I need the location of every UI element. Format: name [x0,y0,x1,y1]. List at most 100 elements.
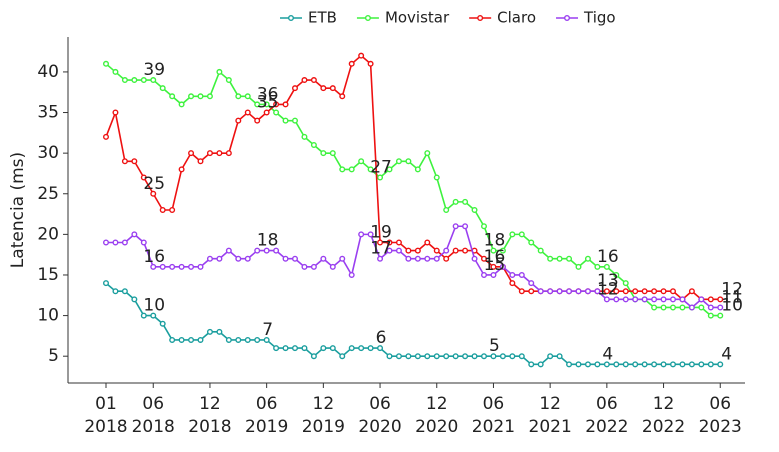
point [367,166,374,173]
point [433,174,440,181]
point [263,247,270,254]
point [358,158,365,165]
point [159,263,166,270]
point [660,361,667,368]
x-tick-label: 06 2019 [245,394,289,437]
point [197,93,204,100]
point [471,206,478,213]
point [575,361,582,368]
point [244,109,251,116]
point [443,247,450,254]
point [490,353,497,360]
point [140,174,147,181]
point [254,101,261,108]
legend-label: Tigo [583,9,616,27]
point [225,336,232,343]
y-tick-label: 40 [37,62,59,82]
point [273,247,280,254]
point [528,288,535,295]
point [471,255,478,262]
point [641,361,648,368]
point [102,239,109,246]
point [537,288,544,295]
point [584,288,591,295]
point [462,223,469,230]
point [528,239,535,246]
point [225,77,232,84]
point [339,93,346,100]
data-label: 25 [143,174,165,194]
point [603,361,610,368]
point [310,77,317,84]
point [613,361,620,368]
point [481,353,488,360]
point [169,93,176,100]
point [556,353,563,360]
point [169,336,176,343]
point [698,304,705,311]
data-label: 18 [484,231,506,251]
data-label: 5 [489,336,500,356]
point [603,296,610,303]
point [310,353,317,360]
point [263,109,270,116]
point [329,263,336,270]
point [197,158,204,165]
point [188,150,195,157]
point [197,263,204,270]
point [509,280,516,287]
point [131,77,138,84]
point [518,353,525,360]
point [670,296,677,303]
point [263,101,270,108]
point [150,190,157,197]
x-tick-label: 01 2018 [84,394,128,437]
point [329,150,336,157]
point [131,158,138,165]
point [254,117,261,124]
point [670,304,677,311]
point [698,296,705,303]
point [216,68,223,75]
point [159,206,166,213]
point [556,255,563,262]
legend-label: Movistar [385,9,450,27]
point [443,255,450,262]
point [651,288,658,295]
point [216,328,223,335]
point [377,239,384,246]
point [225,247,232,254]
point [320,85,327,92]
data-label: 11 [721,287,743,307]
x-tick-label: 12 2018 [188,394,232,437]
point [131,231,138,238]
point [481,223,488,230]
point [707,296,714,303]
point [188,93,195,100]
point [386,166,393,173]
point [414,255,421,262]
point [206,328,213,335]
point [433,353,440,360]
point [424,353,431,360]
point [603,263,610,270]
legend-marker [364,14,371,21]
data-label: 19 [370,222,392,242]
series-line [105,54,721,301]
data-label: 15 [484,255,506,275]
point [121,158,128,165]
y-tick-label: 5 [48,346,59,366]
point [575,288,582,295]
point [717,312,724,319]
point [424,150,431,157]
point [528,361,535,368]
point [273,101,280,108]
point [462,353,469,360]
point [707,361,714,368]
point [367,60,374,67]
y-axis-label: Latencia (ms) [8,152,28,268]
point [603,288,610,295]
point [414,247,421,254]
